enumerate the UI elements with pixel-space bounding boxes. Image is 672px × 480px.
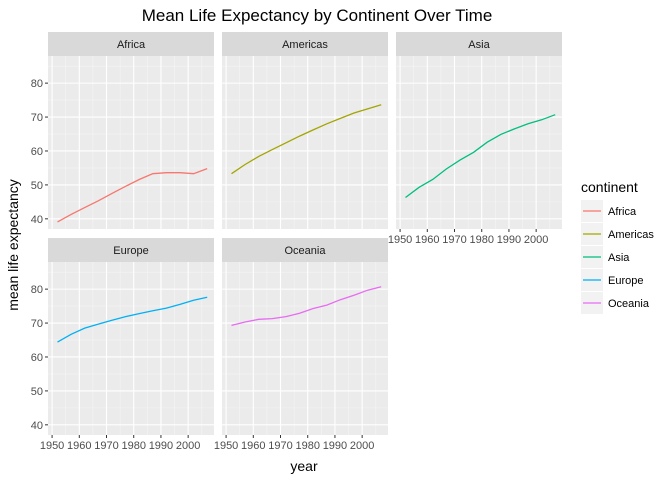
strip-europe: [48, 238, 214, 262]
x-tick-label: 1950: [388, 234, 412, 246]
y-tick-label: 60: [31, 146, 43, 158]
series-line-oceania: [231, 286, 382, 327]
y-tick-label: 80: [31, 78, 43, 90]
legend-label-americas: Americas: [608, 229, 654, 241]
legend-label-asia: Asia: [608, 252, 630, 264]
panel-background-oceania: [222, 262, 388, 435]
facet-africa: Africa 40 50 60 70 80: [31, 32, 214, 229]
y-tick-label: 80: [31, 284, 43, 296]
legend-label-oceania: Oceania: [608, 298, 650, 310]
x-tick-label: 1960: [241, 440, 265, 452]
x-tick-label: 2000: [350, 440, 374, 452]
legend-title: continent: [581, 179, 638, 195]
panel-background-asia: [396, 56, 562, 229]
facet-asia: Asia 1950 1960 1970 1980 1990 2000: [388, 32, 562, 246]
strip-americas: [222, 32, 388, 56]
strip-africa: [48, 32, 214, 56]
y-tick-label: 40: [31, 214, 43, 226]
x-tick-label: 1980: [469, 234, 493, 246]
strip-asia: [396, 32, 562, 56]
chart-title: Mean Life Expectancy by Continent Over T…: [142, 6, 493, 25]
facet-oceania: Oceania 1950 1960 1970 1980 1990 2000: [214, 238, 388, 452]
x-tick-label: 1990: [497, 234, 521, 246]
x-tick-label: 1990: [323, 440, 347, 452]
x-tick-label: 1950: [214, 440, 238, 452]
x-tick-label: 1970: [442, 234, 466, 246]
panel-background-europe: [48, 262, 214, 435]
strip-label-africa: Africa: [117, 39, 146, 51]
facet-europe: Europe 40 50 60 70 80 1950 1960 1970 1980 1990 2000: [31, 238, 214, 452]
y-tick-label: 70: [31, 112, 43, 124]
x-tick-label: 1950: [40, 440, 64, 452]
x-tick-label: 1990: [149, 440, 173, 452]
legend: continent Africa Americas Asia Europe Oceani…: [581, 179, 654, 314]
x-tick-label: 1970: [94, 440, 118, 452]
panel-background-africa: [48, 56, 214, 229]
y-axis-title: mean life expectancy: [5, 179, 21, 311]
series-line-americas: [231, 104, 382, 175]
x-tick-label: 1970: [268, 440, 292, 452]
series-line-europe: [57, 296, 208, 343]
strip-label-americas: Americas: [282, 39, 328, 51]
strip-label-europe: Europe: [113, 245, 148, 257]
strip-label-oceania: Oceania: [285, 245, 327, 257]
strip-oceania: [222, 238, 388, 262]
x-tick-label: 1960: [67, 440, 91, 452]
legend-label-europe: Europe: [608, 275, 643, 287]
series-line-africa: [57, 167, 208, 223]
x-tick-label: 2000: [524, 234, 548, 246]
y-tick-label: 50: [31, 180, 43, 192]
series-line-asia: [405, 114, 556, 199]
panel-background-americas: [222, 56, 388, 229]
y-tick-label: 50: [31, 386, 43, 398]
y-tick-label: 60: [31, 352, 43, 364]
x-tick-label: 2000: [176, 440, 200, 452]
x-tick-label: 1980: [295, 440, 319, 452]
x-tick-label: 1980: [121, 440, 145, 452]
y-tick-label: 70: [31, 318, 43, 330]
y-tick-label: 40: [31, 420, 43, 432]
legend-label-africa: Africa: [608, 206, 637, 218]
x-tick-label: 1960: [415, 234, 439, 246]
x-axis-title: year: [290, 458, 318, 474]
facet-americas: Americas: [222, 32, 388, 229]
strip-label-asia: Asia: [468, 39, 490, 51]
